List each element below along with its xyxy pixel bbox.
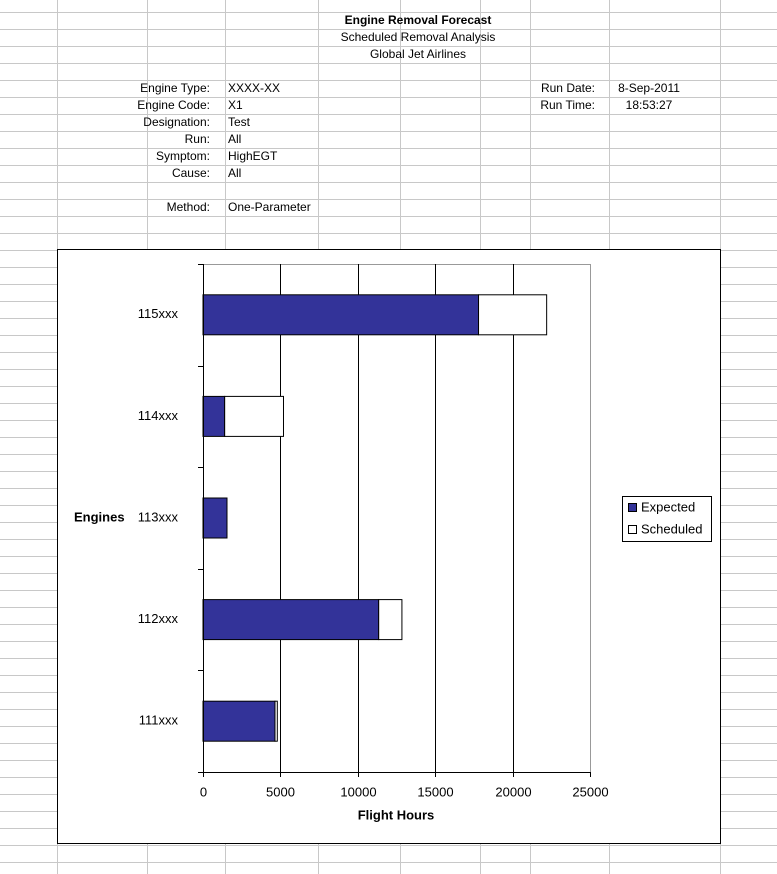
x-tick-label: 0 bbox=[200, 784, 207, 799]
field-value: All bbox=[228, 132, 241, 146]
x-axis-title: Flight Hours bbox=[358, 807, 435, 822]
run-label: Run Time: bbox=[540, 98, 595, 112]
y-tick-label: 112xxx bbox=[138, 611, 179, 626]
legend-swatch bbox=[628, 503, 637, 512]
bar bbox=[202, 599, 380, 641]
field-label: Run: bbox=[185, 132, 210, 146]
bar bbox=[274, 700, 278, 742]
bar bbox=[202, 497, 228, 539]
field-label: Engine Code: bbox=[137, 98, 210, 112]
bar bbox=[202, 700, 276, 742]
run-value: 8-Sep-2011 bbox=[618, 81, 680, 95]
subtitle: Scheduled Removal Analysis bbox=[341, 30, 496, 44]
legend-swatch bbox=[628, 525, 637, 534]
x-tick-label: 20000 bbox=[495, 784, 531, 799]
x-tick-label: 5000 bbox=[266, 784, 295, 799]
x-tick-label: 25000 bbox=[572, 784, 608, 799]
field-label: Cause: bbox=[172, 166, 210, 180]
run-value: 18:53:27 bbox=[626, 98, 673, 112]
field-value: One-Parameter bbox=[228, 200, 311, 214]
field-label: Symptom: bbox=[156, 149, 210, 163]
y-tick-label: 111xxx bbox=[139, 713, 179, 728]
y-tick-label: 114xxx bbox=[138, 408, 179, 423]
x-tick-label: 10000 bbox=[340, 784, 376, 799]
bar bbox=[202, 294, 480, 336]
legend-label: Expected bbox=[641, 499, 695, 514]
field-label: Designation: bbox=[143, 115, 210, 129]
field-value: Test bbox=[228, 115, 251, 129]
field-value: All bbox=[228, 166, 241, 180]
bar bbox=[202, 395, 226, 437]
legend-label: Scheduled bbox=[641, 521, 702, 536]
field-label: Method: bbox=[167, 200, 210, 214]
bar bbox=[378, 599, 403, 641]
field-value: XXXX-XX bbox=[228, 81, 280, 95]
field-value: X1 bbox=[228, 98, 243, 112]
run-label: Run Date: bbox=[541, 81, 595, 95]
legend bbox=[622, 496, 712, 542]
company: Global Jet Airlines bbox=[370, 47, 466, 61]
y-tick-label: 113xxx bbox=[138, 509, 179, 524]
field-label: Engine Type: bbox=[140, 81, 210, 95]
title: Engine Removal Forecast bbox=[345, 13, 492, 27]
x-tick-label: 15000 bbox=[417, 784, 453, 799]
y-axis-title: Engines bbox=[74, 509, 125, 524]
field-value: HighEGT bbox=[228, 149, 278, 163]
chart-area bbox=[57, 249, 721, 844]
bar bbox=[478, 294, 548, 336]
bar bbox=[224, 395, 284, 437]
y-tick-label: 115xxx bbox=[138, 306, 179, 321]
